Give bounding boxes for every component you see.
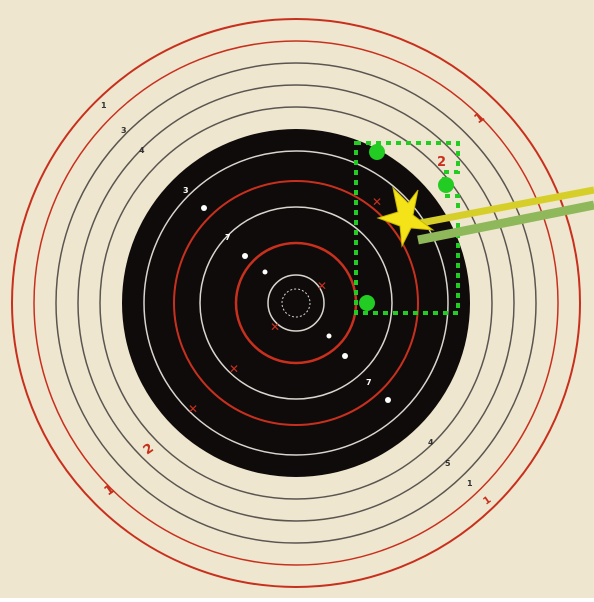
- ring-3: [77, 84, 515, 522]
- ring-marker: ✕: [270, 320, 280, 334]
- ring-9: [267, 274, 325, 332]
- ring-marker: [201, 205, 207, 211]
- ring-marker: [262, 269, 268, 275]
- pointer-line: [417, 200, 594, 245]
- ring-label: 4: [139, 146, 145, 155]
- ring-label: 4: [428, 438, 434, 447]
- ring-marker: [342, 353, 348, 359]
- ring-marker: [385, 397, 391, 403]
- ring-4: [99, 106, 493, 500]
- pointer-line: [409, 186, 594, 229]
- outer-rings: [11, 18, 581, 588]
- highlight-dot: [438, 177, 454, 193]
- ring-2: [55, 62, 537, 544]
- ring-10: [281, 288, 311, 318]
- ring-label: 2: [437, 155, 446, 170]
- ring-7: [199, 206, 393, 400]
- highlight-dots: [359, 144, 454, 311]
- ring-marker: ✕: [317, 279, 327, 293]
- ring-label: 7: [366, 378, 372, 387]
- ring-label: 3: [183, 186, 189, 195]
- ring-marker: ✕: [372, 195, 382, 209]
- ring-marker: [326, 333, 332, 339]
- ring-label: 5: [445, 459, 451, 468]
- ring-1-inner: [33, 40, 559, 566]
- inner-rings: [143, 150, 449, 456]
- ring-marker: ✕: [188, 402, 198, 416]
- ring-marker: ✕: [229, 362, 239, 376]
- ring-label: 3: [121, 126, 127, 135]
- ring-label: 1: [101, 101, 107, 110]
- ring-markers: ✕ ✕ ✕ ✕ ✕: [188, 195, 391, 416]
- highlight-dot: [359, 295, 375, 311]
- ring-label: 7: [225, 233, 231, 242]
- ring-5: [143, 150, 449, 456]
- ring-marker: [242, 253, 248, 259]
- highlight-outline: [354, 141, 460, 315]
- highlight-dot: [369, 144, 385, 160]
- ring-label: 1: [467, 479, 473, 488]
- ring-1-outer: [11, 18, 581, 588]
- ring-6: [173, 180, 419, 426]
- star-icon: [376, 186, 435, 248]
